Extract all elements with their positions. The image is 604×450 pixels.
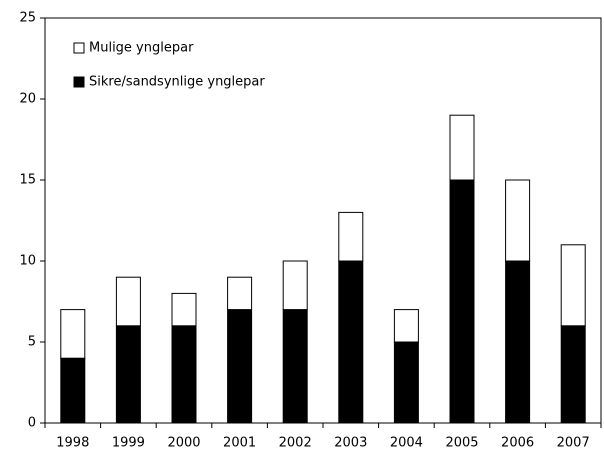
bar-segment [60, 309, 86, 359]
y-tick-label: 25 [19, 11, 36, 26]
x-tick-label: 2000 [167, 436, 200, 450]
bar-segment [171, 292, 197, 327]
x-tick-label: 2003 [334, 436, 367, 450]
bar-segment [393, 341, 419, 424]
bar-segment [171, 325, 197, 424]
legend-label: Mulige ynglepar [89, 41, 194, 56]
legend-swatch [73, 76, 85, 88]
x-tick-label: 1998 [56, 436, 89, 450]
x-tick-label: 2001 [223, 436, 256, 450]
y-tick-label: 15 [19, 173, 36, 188]
x-tick-label: 2007 [557, 436, 590, 450]
bar-segment [338, 260, 364, 424]
y-tick-label: 0 [28, 416, 36, 431]
bar-segment [115, 325, 141, 424]
x-tick-label: 2002 [279, 436, 312, 450]
x-tick-label: 1999 [112, 436, 145, 450]
x-tick-label: 2004 [390, 436, 423, 450]
bar-segment [282, 309, 308, 424]
bar-segment [560, 244, 586, 327]
bar-segment [338, 211, 364, 262]
bar-segment [282, 260, 308, 311]
bar-segment [505, 260, 531, 424]
bar-segment [60, 357, 86, 424]
y-tick-label: 10 [19, 254, 36, 269]
bar-segment [505, 179, 531, 262]
bar-segment [115, 276, 141, 327]
bar-segment [227, 276, 253, 311]
x-tick-label: 2006 [501, 436, 534, 450]
bar-segment [560, 325, 586, 424]
y-tick-label: 5 [28, 335, 36, 350]
bar-segment [449, 179, 475, 424]
bar-segment [393, 309, 419, 343]
legend-label: Sikre/sandsynlige ynglepar [89, 75, 265, 90]
y-tick-label: 20 [19, 92, 36, 107]
x-tick-label: 2005 [445, 436, 478, 450]
bar-segment [449, 114, 475, 181]
legend-swatch [73, 42, 85, 54]
bar-segment [227, 309, 253, 424]
